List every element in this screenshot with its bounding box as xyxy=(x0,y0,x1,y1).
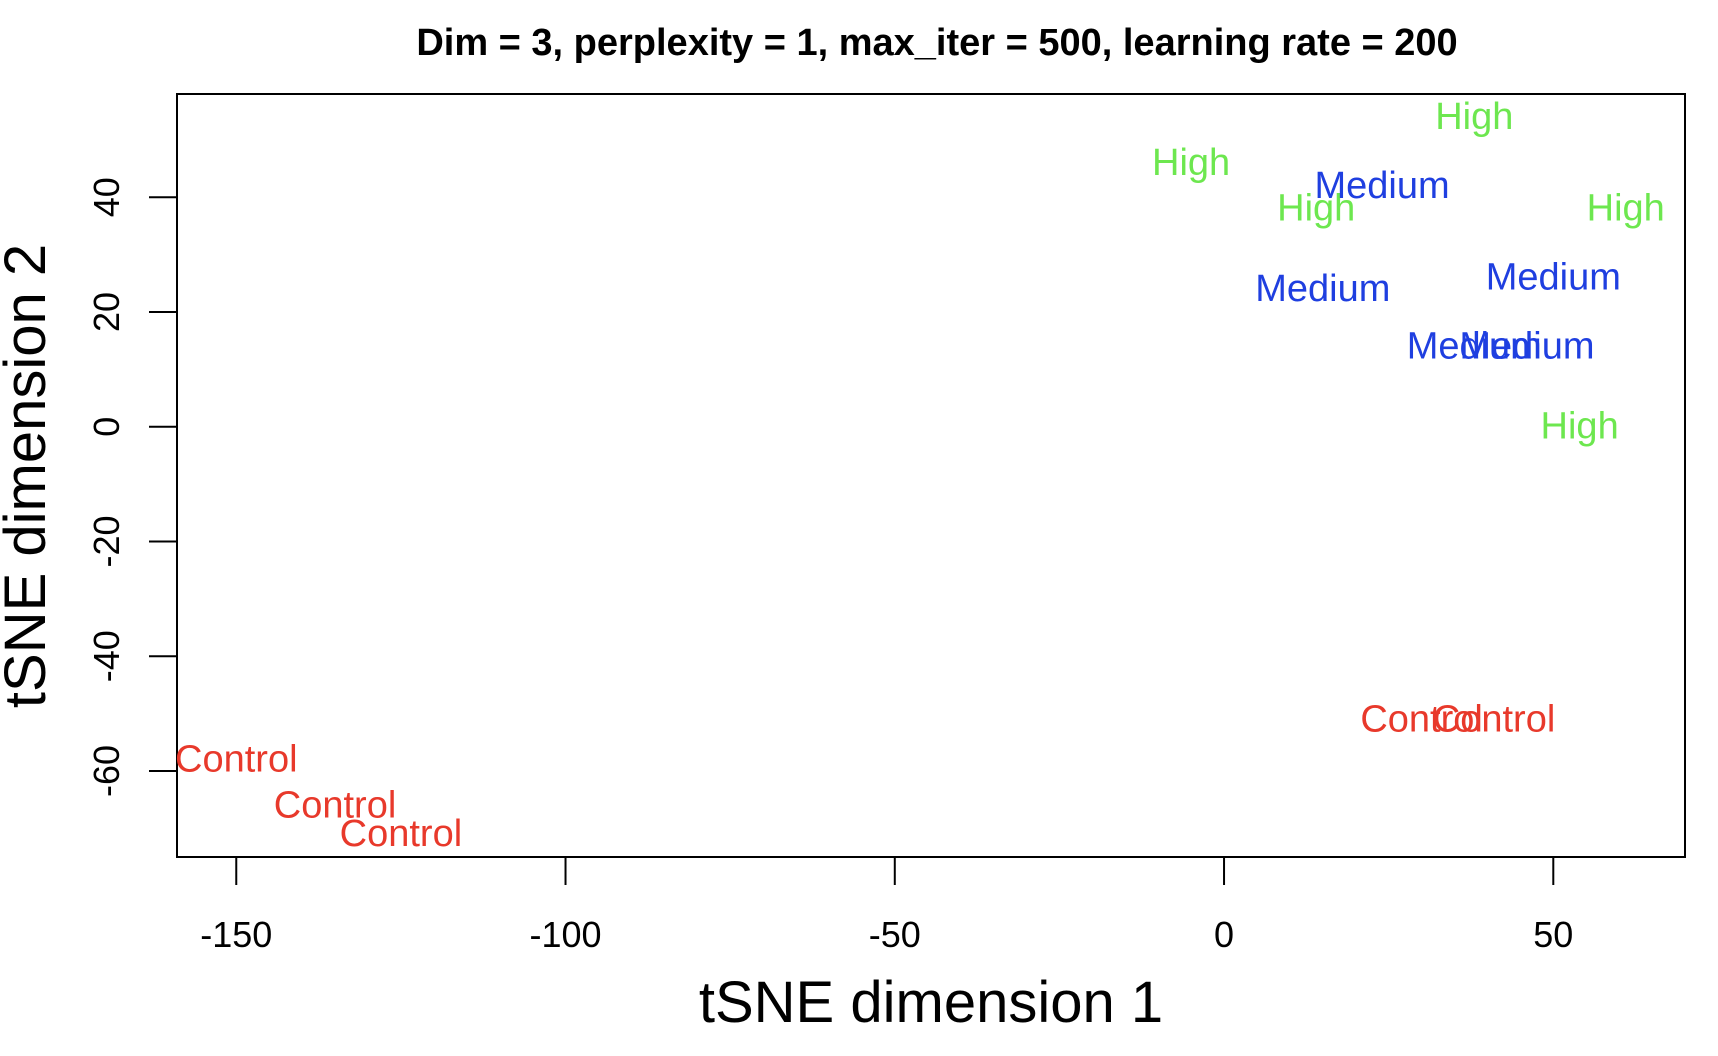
x-tick-label: -100 xyxy=(529,914,601,955)
data-point-label: Control xyxy=(274,784,397,826)
data-point-label: Control xyxy=(1433,698,1556,740)
y-tick-label: -60 xyxy=(86,745,127,797)
y-tick-label: 0 xyxy=(86,417,127,437)
data-point-label: Medium xyxy=(1315,165,1450,207)
x-tick-label: -150 xyxy=(200,914,272,955)
data-point-label: Medium xyxy=(1486,257,1621,299)
data-point-label: Medium xyxy=(1407,325,1542,367)
data-point-label: High xyxy=(1277,188,1355,230)
data-point-label: Medium xyxy=(1459,325,1594,367)
chart-title: Dim = 3, perplexity = 1, max_iter = 500,… xyxy=(416,22,1457,64)
y-axis-title: tSNE dimension 2 xyxy=(0,244,58,708)
data-point-label: Control xyxy=(340,813,463,855)
data-point-label: High xyxy=(1587,188,1665,230)
x-tick-label: -50 xyxy=(869,914,921,955)
y-tick-label: 40 xyxy=(86,177,127,217)
data-point-label: Medium xyxy=(1255,268,1390,310)
x-axis-title: tSNE dimension 1 xyxy=(699,970,1163,1035)
data-points: ControlControlControlControlControlHighH… xyxy=(175,96,1665,855)
y-tick-label: -20 xyxy=(86,515,127,567)
y-axis: -60 -40 -20 0 20 40 xyxy=(86,177,178,797)
plot-frame xyxy=(176,93,1686,858)
data-point-label: High xyxy=(1435,96,1513,138)
y-tick-label: -40 xyxy=(86,630,127,682)
data-point-label: Control xyxy=(175,738,298,780)
x-tick-label: 0 xyxy=(1214,914,1234,955)
data-point-label: High xyxy=(1541,406,1619,448)
data-point-label: Control xyxy=(1360,698,1483,740)
x-axis: -150 -100 -50 0 50 xyxy=(200,856,1573,955)
x-tick-label: 50 xyxy=(1533,914,1573,955)
data-point-label: High xyxy=(1152,142,1230,184)
y-tick-label: 20 xyxy=(86,292,127,332)
